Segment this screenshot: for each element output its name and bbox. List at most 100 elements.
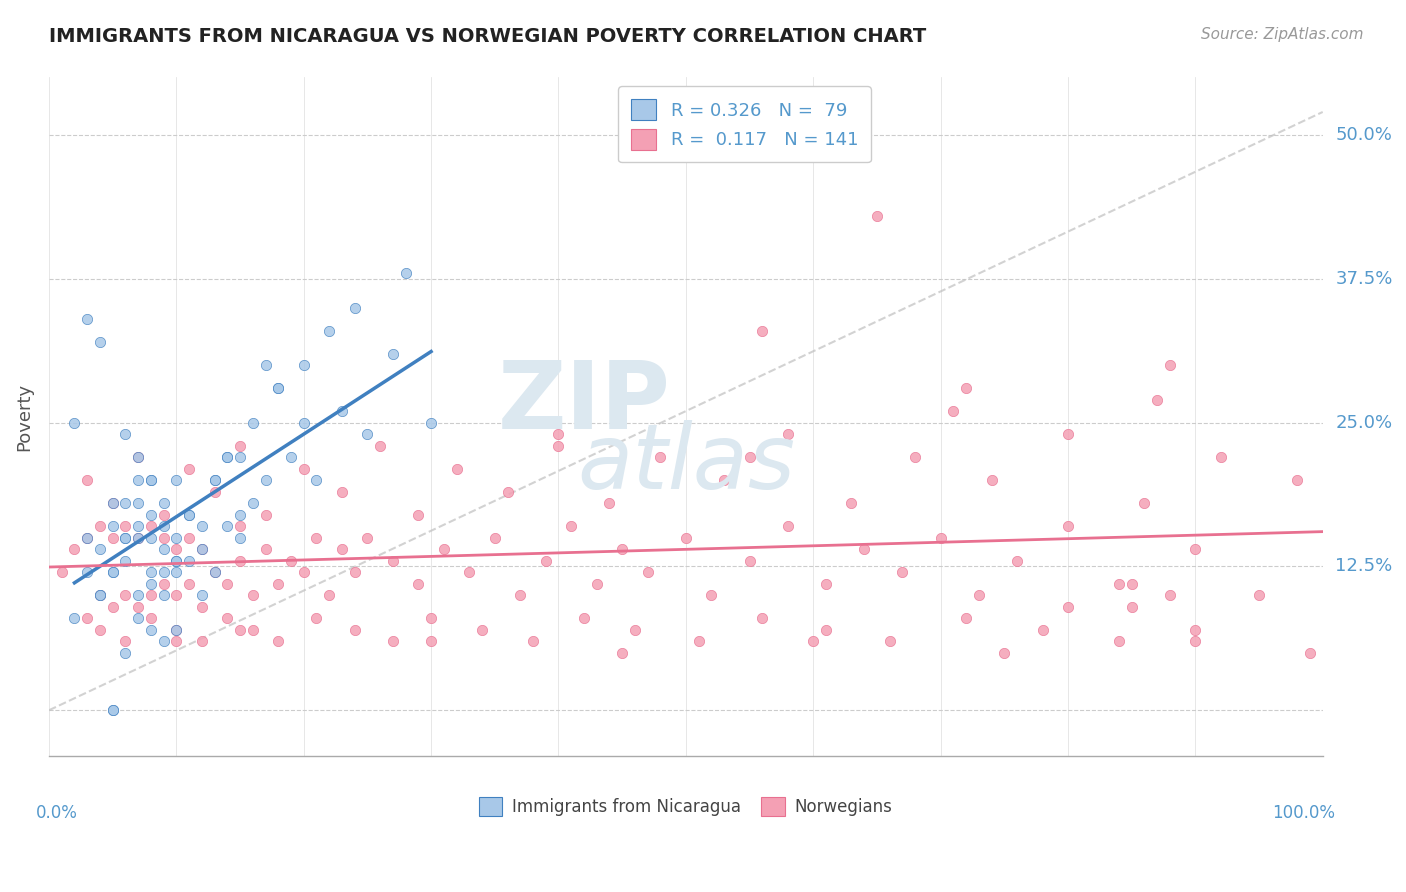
Point — [305, 473, 328, 487]
Point — [101, 519, 124, 533]
Point — [446, 461, 468, 475]
Point — [165, 623, 187, 637]
Point — [1146, 392, 1168, 407]
Point — [204, 565, 226, 579]
Point — [318, 324, 340, 338]
Point — [139, 519, 162, 533]
Point — [51, 565, 73, 579]
Point — [1133, 496, 1156, 510]
Point — [127, 450, 149, 464]
Point — [76, 565, 98, 579]
Point — [853, 542, 876, 557]
Point — [585, 576, 607, 591]
Point — [114, 531, 136, 545]
Point — [955, 611, 977, 625]
Point — [165, 542, 187, 557]
Point — [139, 508, 162, 522]
Point — [114, 646, 136, 660]
Point — [101, 565, 124, 579]
Point — [1184, 623, 1206, 637]
Point — [433, 542, 456, 557]
Point — [152, 542, 174, 557]
Point — [101, 565, 124, 579]
Point — [330, 404, 353, 418]
Point — [292, 358, 315, 372]
Point — [637, 565, 659, 579]
Point — [139, 623, 162, 637]
Point — [776, 519, 799, 533]
Point — [713, 473, 735, 487]
Point — [177, 576, 200, 591]
Point — [89, 588, 111, 602]
Point — [114, 427, 136, 442]
Text: atlas: atlas — [576, 420, 794, 508]
Text: 12.5%: 12.5% — [1336, 558, 1393, 575]
Point — [204, 484, 226, 499]
Point — [101, 531, 124, 545]
Point — [1057, 427, 1080, 442]
Point — [229, 531, 252, 545]
Point — [547, 439, 569, 453]
Point — [177, 508, 200, 522]
Point — [1005, 554, 1028, 568]
Point — [242, 623, 264, 637]
Point — [191, 519, 214, 533]
Point — [152, 634, 174, 648]
Point — [394, 266, 416, 280]
Point — [177, 461, 200, 475]
Point — [343, 301, 366, 315]
Point — [101, 496, 124, 510]
Point — [891, 565, 914, 579]
Point — [458, 565, 481, 579]
Point — [76, 473, 98, 487]
Point — [127, 473, 149, 487]
Point — [152, 588, 174, 602]
Point — [89, 623, 111, 637]
Point — [152, 576, 174, 591]
Point — [101, 496, 124, 510]
Point — [139, 611, 162, 625]
Point — [408, 576, 430, 591]
Point — [254, 358, 277, 372]
Point — [1247, 588, 1270, 602]
Point — [1121, 599, 1143, 614]
Point — [929, 531, 952, 545]
Point — [76, 531, 98, 545]
Point — [356, 427, 378, 442]
Point — [1184, 542, 1206, 557]
Point — [560, 519, 582, 533]
Point — [1159, 358, 1181, 372]
Point — [612, 646, 634, 660]
Point — [814, 576, 837, 591]
Point — [191, 542, 214, 557]
Point — [967, 588, 990, 602]
Point — [343, 623, 366, 637]
Text: Source: ZipAtlas.com: Source: ZipAtlas.com — [1201, 27, 1364, 42]
Point — [152, 519, 174, 533]
Point — [522, 634, 544, 648]
Point — [267, 381, 290, 395]
Point — [751, 611, 773, 625]
Point — [63, 542, 86, 557]
Point — [980, 473, 1002, 487]
Point — [305, 531, 328, 545]
Point — [841, 496, 863, 510]
Point — [1159, 588, 1181, 602]
Point — [152, 508, 174, 522]
Point — [89, 588, 111, 602]
Point — [152, 565, 174, 579]
Point — [165, 554, 187, 568]
Point — [254, 508, 277, 522]
Point — [1286, 473, 1309, 487]
Point — [63, 416, 86, 430]
Point — [217, 576, 239, 591]
Point — [101, 599, 124, 614]
Point — [229, 623, 252, 637]
Point — [292, 565, 315, 579]
Point — [165, 554, 187, 568]
Point — [776, 427, 799, 442]
Point — [165, 531, 187, 545]
Point — [177, 508, 200, 522]
Point — [738, 554, 761, 568]
Point — [165, 588, 187, 602]
